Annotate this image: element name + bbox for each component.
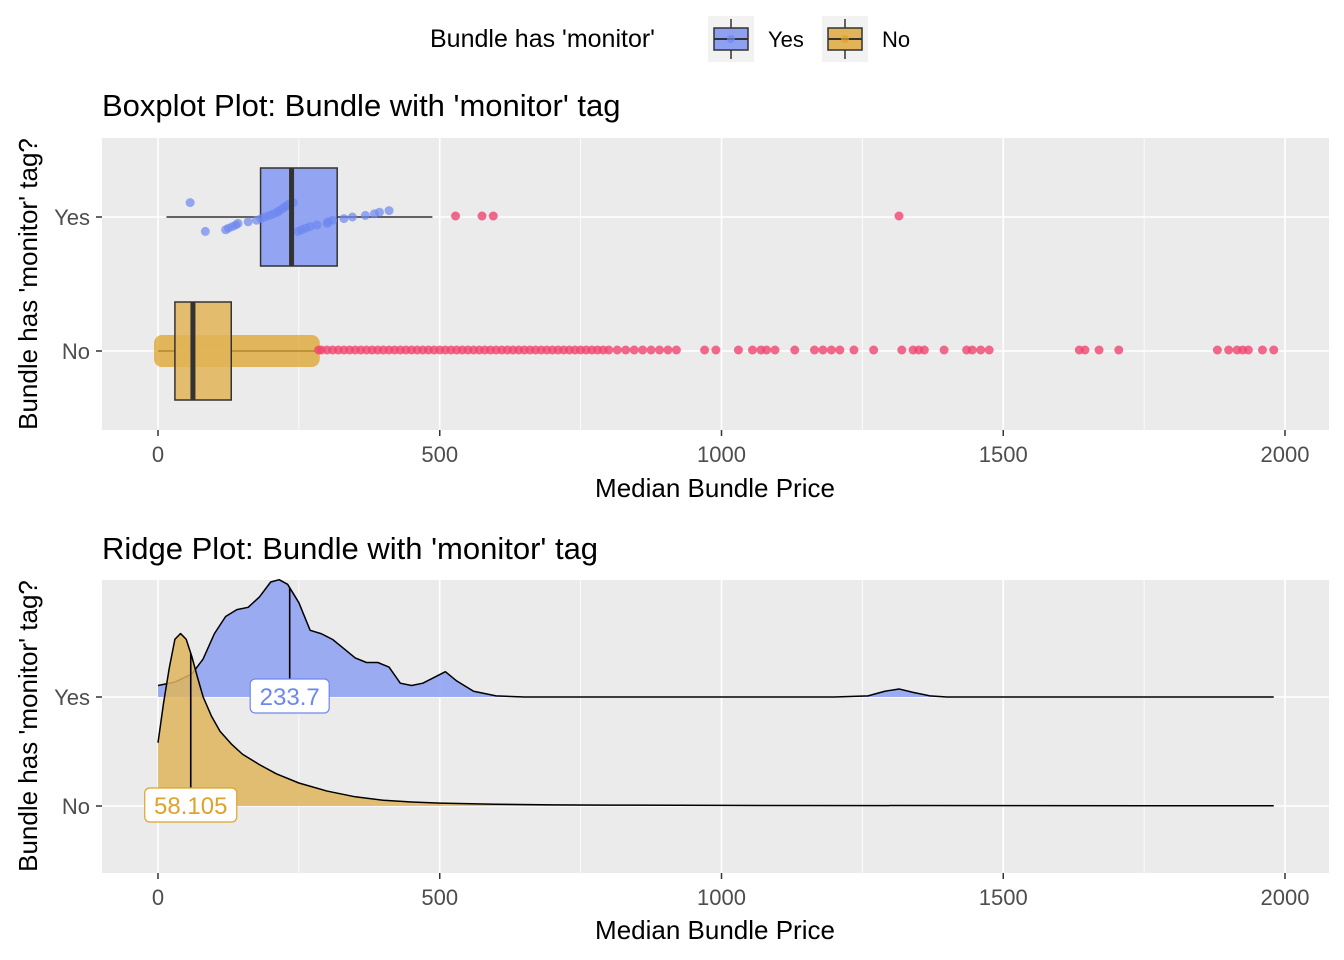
ridge-line-yes — [157, 578, 1274, 698]
ridge-axes: 0 500 1000 1500 2000 Yes No — [54, 685, 1309, 910]
outlier-point — [477, 211, 487, 221]
outlier-point — [1257, 345, 1267, 355]
outlier-point — [1080, 345, 1090, 355]
jitter-point — [347, 212, 357, 222]
box-no — [174, 301, 233, 401]
jitter-point — [312, 220, 322, 230]
outlier-point — [869, 345, 879, 355]
boxplot-panel: Boxplot Plot: Bundle with 'monitor' tag … — [13, 88, 1329, 503]
jitter-point — [243, 217, 253, 227]
ridge-xlabel: Median Bundle Price — [595, 915, 835, 945]
boxplot-xtick-label: 2000 — [1261, 442, 1310, 467]
outlier-point — [809, 345, 819, 355]
median-label-box-yes — [249, 678, 330, 714]
median-label-box-no — [144, 787, 238, 823]
ridge-xtick-label: 0 — [152, 885, 164, 910]
outlier-point — [747, 345, 757, 355]
ridge-xtick-label: 500 — [421, 885, 458, 910]
outlier-point — [612, 345, 622, 355]
outlier-point — [967, 345, 977, 355]
boxplot-ylabel: Bundle has 'monitor' tag? — [13, 138, 43, 430]
legend-key-yes — [708, 16, 754, 62]
median-label-yes: 233.7 — [260, 684, 320, 711]
outlier-point — [621, 345, 631, 355]
jitter-point — [328, 215, 338, 225]
outlier-point — [790, 345, 800, 355]
jitter-point — [233, 218, 243, 228]
outlier-point — [1224, 345, 1234, 355]
legend: Bundle has 'monitor' Yes No — [430, 16, 910, 62]
outlier-point — [762, 345, 772, 355]
outlier-point — [629, 345, 639, 355]
outlier-point — [835, 345, 845, 355]
outlier-point — [919, 345, 929, 355]
outlier-point — [1212, 345, 1222, 355]
outlier-point — [1094, 345, 1104, 355]
outlier-point — [939, 345, 949, 355]
outlier-point — [1269, 345, 1279, 355]
outlier-point — [671, 345, 681, 355]
outlier-point — [604, 345, 614, 355]
outlier-point — [733, 345, 743, 355]
ridge-xtick-label: 2000 — [1261, 885, 1310, 910]
outlier-point — [976, 345, 986, 355]
ridge-title: Ridge Plot: Bundle with 'monitor' tag — [102, 531, 598, 566]
legend-title: Bundle has 'monitor' — [430, 25, 655, 53]
boxplot-xtick-label: 1000 — [697, 442, 746, 467]
ridge-marks: 233.7 58.105 — [144, 578, 1274, 823]
outlier-point — [818, 345, 828, 355]
outlier-point — [711, 345, 721, 355]
boxplot-marks — [154, 167, 1279, 401]
outlier-point — [849, 345, 859, 355]
boxplot-axes: 0 500 1000 1500 2000 Yes No — [54, 205, 1309, 467]
jitter-point — [200, 226, 210, 236]
ridge-ytick-label: No — [62, 794, 90, 819]
ridge-xtick-label: 1500 — [979, 885, 1028, 910]
jitter-point — [305, 222, 315, 232]
boxplot-xlabel: Median Bundle Price — [595, 473, 835, 503]
boxplot-ytick-label: Yes — [54, 205, 90, 230]
boxplot-xtick-label: 500 — [421, 442, 458, 467]
median-label-no: 58.105 — [154, 793, 227, 820]
outlier-point — [894, 211, 904, 221]
outlier-point — [770, 345, 780, 355]
ridge-xtick-label: 1000 — [697, 885, 746, 910]
outlier-point — [451, 211, 461, 221]
jitter-point — [360, 210, 370, 220]
outlier-point — [655, 345, 665, 355]
boxplot-title: Boxplot Plot: Bundle with 'monitor' tag — [102, 88, 620, 123]
jitter-point — [339, 214, 349, 224]
boxplot-xtick-label: 1500 — [979, 442, 1028, 467]
outlier-point — [897, 345, 907, 355]
ridge-line-no — [157, 632, 1274, 807]
outlier-point — [1114, 345, 1124, 355]
ridge-area-no — [158, 633, 1274, 806]
ridge-ylabel: Bundle has 'monitor' tag? — [13, 580, 43, 872]
legend-key-no — [822, 16, 868, 62]
legend-label-no: No — [882, 27, 910, 52]
boxplot-ytick-label: No — [62, 339, 90, 364]
outlier-point — [984, 345, 994, 355]
outlier-point — [700, 345, 710, 355]
outlier-point — [488, 211, 498, 221]
ridge-ytick-label: Yes — [54, 685, 90, 710]
jitter-point — [384, 206, 394, 216]
outlier-point — [638, 345, 648, 355]
outlier-point — [826, 345, 836, 355]
boxplot-xtick-label: 0 — [152, 442, 164, 467]
outlier-point — [663, 345, 673, 355]
outlier-point — [1243, 345, 1253, 355]
legend-label-yes: Yes — [768, 27, 804, 52]
jitter-point — [185, 198, 195, 208]
jitter-point — [374, 207, 384, 217]
ridge-panel: Ridge Plot: Bundle with 'monitor' tag 23… — [13, 531, 1329, 945]
outlier-point — [646, 345, 656, 355]
